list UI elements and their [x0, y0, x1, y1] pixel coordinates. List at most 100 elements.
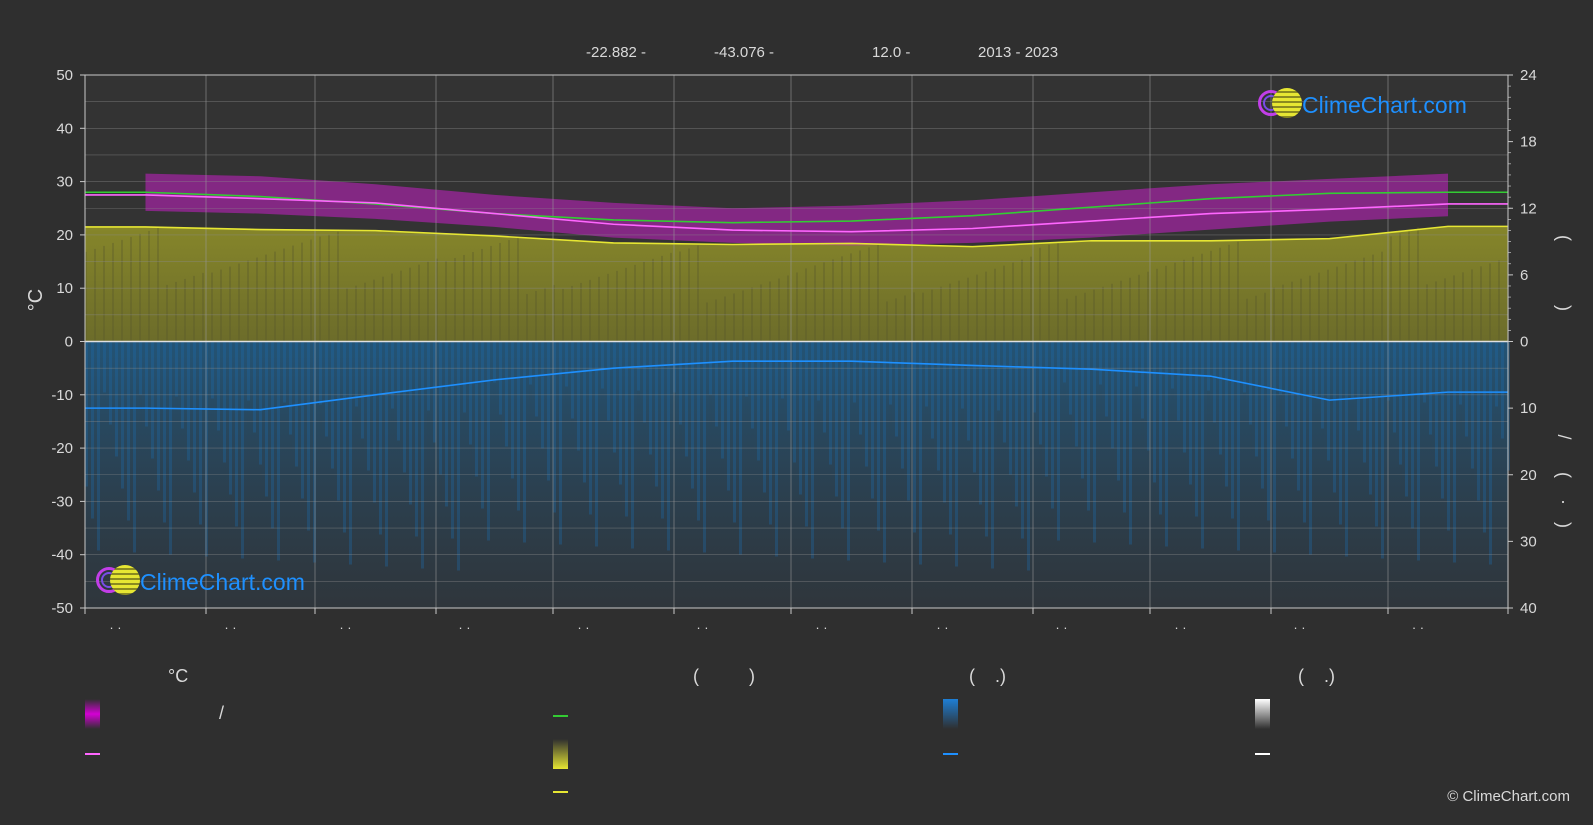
rain-bar: [199, 341, 202, 525]
latitude-label: -22.882 -: [586, 44, 647, 61]
rain-bar: [1093, 341, 1096, 543]
sunshine-bar: [283, 248, 285, 342]
sunshine-bar: [760, 284, 762, 342]
sunshine-bar: [355, 285, 357, 342]
sunshine-bar: [229, 266, 231, 342]
rain-bar: [643, 341, 646, 423]
rain-bar: [319, 341, 322, 405]
rain-bar: [1237, 341, 1240, 551]
rain-bar: [1471, 341, 1474, 469]
rain-bar: [1135, 341, 1138, 387]
sunshine-bar: [913, 292, 915, 342]
rain-bar: [343, 341, 346, 533]
sunshine-bar: [1228, 244, 1230, 342]
rain-bar: [655, 341, 658, 487]
rain-bar: [403, 341, 406, 473]
rain-bar: [727, 341, 730, 491]
sunshine-bar: [1219, 247, 1221, 342]
sunshine-bar: [337, 231, 339, 342]
rain-bar: [847, 341, 850, 561]
y-right-tick-label: 18: [1520, 134, 1537, 151]
rain-bar: [1291, 341, 1294, 459]
sunshine-bar: [895, 298, 897, 342]
rain-bar: [571, 341, 574, 419]
rain-bar: [1429, 341, 1432, 435]
rain-bar: [553, 341, 556, 513]
rain-bar: [211, 341, 214, 399]
sunshine-bar: [265, 254, 267, 342]
sunshine-bar: [427, 261, 429, 342]
sunshine-bar: [580, 282, 582, 342]
legend-sun-title: ( ): [693, 666, 755, 686]
sunshine-bar: [904, 295, 906, 342]
y-left-tick-label: 10: [56, 280, 73, 297]
sunshine-bar: [562, 288, 564, 342]
rain-bar: [583, 341, 586, 483]
rain-bar: [397, 341, 400, 441]
x-tick-label: · ·: [1293, 620, 1305, 635]
rain-bar: [685, 341, 688, 457]
sunshine-bar: [1498, 260, 1500, 342]
sunshine-bar: [1309, 275, 1311, 342]
rain-bar: [1465, 341, 1468, 437]
rain-bar: [487, 341, 490, 541]
sunshine-bar: [1381, 251, 1383, 342]
y-left-axis-label: °C: [25, 289, 47, 311]
rain-bar: [1447, 341, 1450, 531]
rain-bar: [829, 341, 832, 465]
rain-bar: [151, 341, 154, 459]
sunshine-bar: [841, 256, 843, 342]
rain-bar: [1399, 341, 1402, 465]
sunshine-bar: [1426, 284, 1428, 342]
sunshine-bar: [535, 290, 537, 342]
rain-bar: [313, 341, 316, 563]
sunshine-bar: [688, 248, 690, 342]
rain-bar: [361, 341, 364, 439]
sunshine-line-swatch: [553, 791, 568, 793]
elevation-label: 12.0 -: [872, 44, 911, 61]
rain-bar: [1153, 341, 1156, 483]
sunshine-bar: [238, 263, 240, 342]
legend-snow-title: ( .): [1298, 666, 1335, 686]
sunshine-bar: [670, 252, 672, 342]
rain-bar: [265, 341, 268, 497]
rain-bar: [625, 341, 628, 517]
y-left-tick-label: -30: [51, 493, 73, 510]
rain-bar: [157, 341, 160, 491]
rain-bar: [1057, 341, 1060, 541]
x-tick-label: · ·: [109, 620, 121, 635]
brand-logo-bottom[interactable]: ClimeChart.com: [96, 565, 305, 599]
rain-bar: [949, 341, 952, 535]
y-left-tick-label: 30: [56, 174, 73, 191]
sunshine-bar: [202, 272, 204, 342]
sunshine-bar: [463, 254, 465, 342]
sunshine-bar: [1363, 257, 1365, 342]
sunshine-bar: [1462, 272, 1464, 342]
brand-logo-top[interactable]: ClimeChart.com: [1258, 88, 1467, 122]
rain-bar: [799, 341, 802, 495]
rain-bar: [1261, 341, 1264, 489]
rain-bar: [1117, 341, 1120, 481]
y-right-axis-label: ): [1554, 305, 1574, 311]
y-right-tick-label: 0: [1520, 334, 1528, 351]
daylight-line: [85, 191, 1508, 224]
rain-bar: [247, 341, 250, 401]
sunshine-bar: [733, 293, 735, 342]
snow-swatch: [1255, 699, 1270, 729]
rain-bar: [193, 341, 196, 493]
rain-bar: [1015, 341, 1018, 507]
rain-bar: [1393, 341, 1396, 433]
rain-bar: [1285, 341, 1288, 427]
rain-bar: [163, 341, 166, 523]
sunshine-bar: [949, 283, 951, 342]
rain-bar: [607, 341, 610, 421]
rain-bar: [379, 341, 382, 535]
rain-bar: [715, 341, 718, 427]
rain-bar: [1459, 341, 1462, 405]
x-tick-label: · ·: [696, 620, 708, 635]
rain-bar: [1417, 341, 1420, 561]
sunshine-bar: [175, 281, 177, 342]
sunshine-bar: [931, 289, 933, 342]
sunshine-bar: [256, 257, 258, 342]
